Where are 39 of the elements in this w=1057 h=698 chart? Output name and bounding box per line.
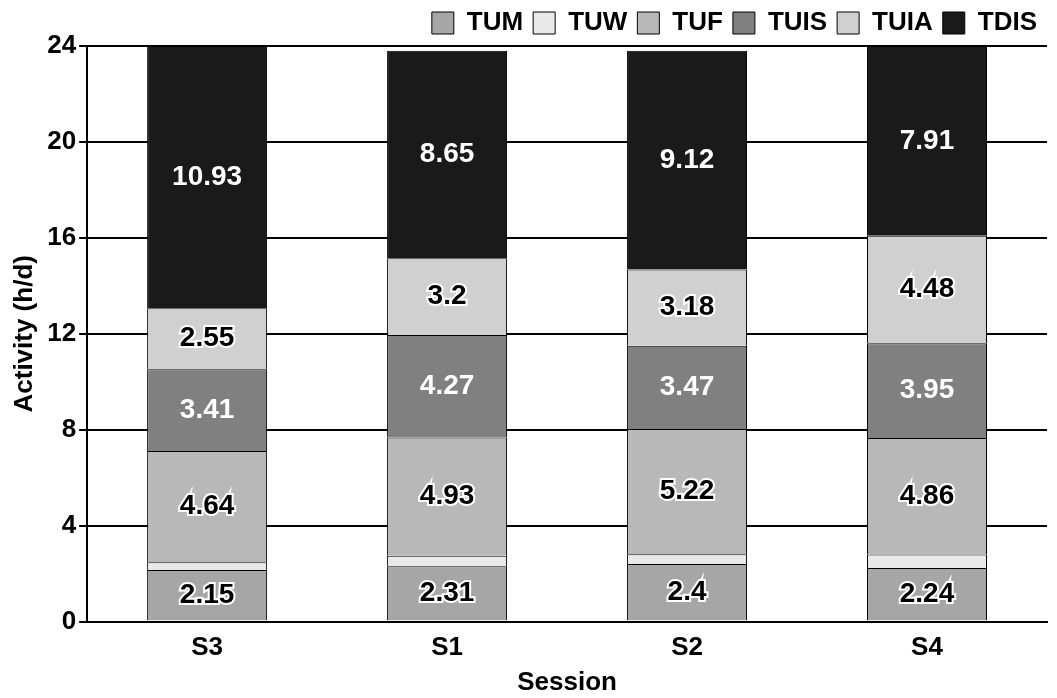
legend-label: TUIS [767, 6, 828, 37]
data-label: 7.91 [899, 123, 955, 155]
data-label: 2.24 [899, 576, 955, 608]
data-label: 2.55 [179, 321, 235, 353]
y-axis-title: Activity (h/d) [7, 255, 38, 413]
legend-label: TUIA [872, 6, 933, 37]
y-tick-label: 24 [47, 29, 77, 60]
data-label: 3.2 [427, 279, 467, 311]
y-tick-label: 8 [61, 412, 77, 443]
legend-label: TUM [466, 6, 524, 37]
data-label: 4.93 [419, 479, 475, 511]
data-label: 2.15 [179, 578, 235, 610]
data-label: 3.47 [659, 370, 715, 402]
legend-label: TUW [568, 6, 628, 37]
data-label: 3.95 [899, 373, 955, 405]
legend-label: TDIS [977, 6, 1038, 37]
data-label: 5.22 [659, 474, 715, 506]
y-tick-label: 0 [61, 604, 77, 635]
data-label: 4.86 [899, 478, 955, 510]
x-tick-label: S1 [431, 631, 463, 662]
data-label: 8.65 [419, 137, 475, 169]
data-label: 2.4 [667, 575, 707, 607]
data-label: 3.18 [659, 290, 715, 322]
x-tick-label: S4 [911, 631, 944, 662]
data-label: 3.41 [179, 392, 235, 424]
y-tick-label: 16 [47, 221, 77, 252]
data-label: 4.48 [899, 272, 955, 304]
data-label: 2.31 [419, 576, 475, 608]
x-tick-label: S2 [671, 631, 703, 662]
data-label: 4.64 [179, 489, 235, 521]
x-axis-title: Session [517, 665, 617, 696]
data-label: 4.27 [419, 368, 475, 400]
y-tick-label: 12 [47, 316, 77, 347]
y-tick-label: 20 [47, 125, 77, 156]
y-tick-label: 4 [61, 508, 77, 539]
legend-label: TUF [672, 6, 723, 37]
x-tick-label: S3 [191, 631, 224, 662]
data-label: 10.93 [172, 159, 243, 191]
data-label: 9.12 [659, 142, 715, 174]
